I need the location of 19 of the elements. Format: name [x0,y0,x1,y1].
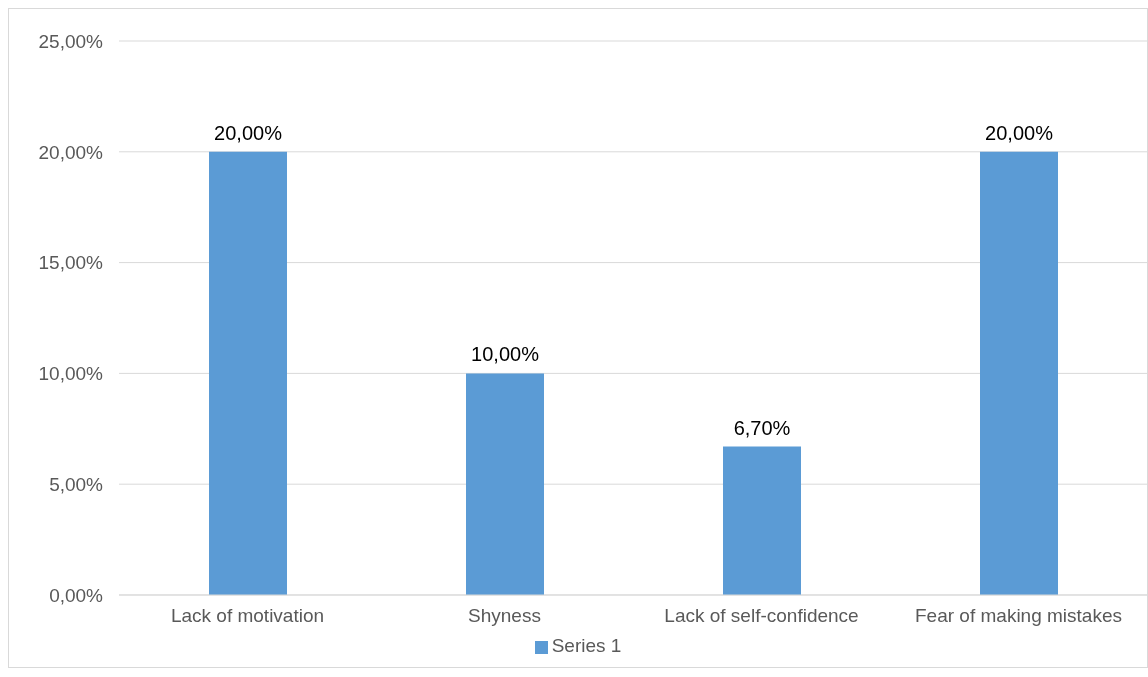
bar [723,446,801,595]
bar [980,151,1058,595]
data-label: 20,00% [985,121,1054,144]
y-tick-label: 20,00% [38,141,104,163]
x-tick-label: Lack of self-confidence [664,605,859,627]
data-label: 6,70% [733,416,791,439]
y-tick-label: 0,00% [49,584,104,606]
x-tick-label: Lack of motivation [170,605,325,627]
y-tick-label: 25,00% [38,30,104,52]
data-label: 10,00% [471,343,540,366]
bar [209,151,287,595]
y-tick-label: 5,00% [49,473,104,495]
bar [466,373,544,595]
legend-label: Series 1 [551,635,622,656]
y-tick-label: 10,00% [38,363,104,385]
x-tick-label: Fear of making mistakes [915,605,1122,627]
x-tick-label: Shyness [468,605,541,627]
data-label: 20,00% [214,121,283,144]
y-tick-label: 15,00% [38,252,104,274]
